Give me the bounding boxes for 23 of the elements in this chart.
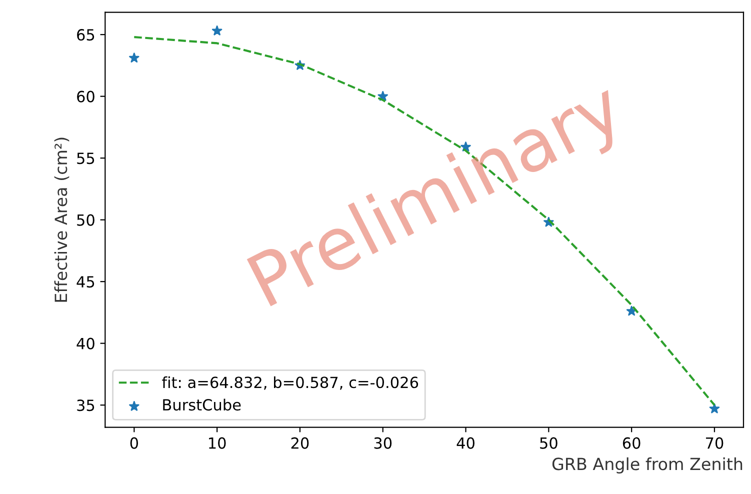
y-tick-label: 40 [76,338,94,350]
x-tick-label: 10 [209,437,226,449]
x-tick-label: 40 [456,437,474,449]
point [709,403,720,414]
x-tick-label: 70 [706,437,724,449]
x-tick-label: 20 [291,437,309,449]
point [212,26,222,36]
legend-label: fit: a=64.832, b=0.587, c=-0.026 [162,376,418,390]
x-axis-title: GRB Angle from Zenith [552,457,742,474]
y-tick-label: 65 [77,29,94,41]
y-tick-label: 60 [77,90,94,102]
x-tick-label: 30 [374,437,392,449]
point [626,306,637,316]
y-tick-label: 50 [77,214,94,226]
x-tick-label: 0 [130,437,138,449]
x-tick-label: 60 [622,437,640,449]
y-axis-title: Effective Area (cm²) [54,138,70,302]
y-tick-label: 55 [77,152,94,164]
y-tick-label: 35 [77,400,94,412]
point [129,52,140,63]
x-tick-label: 50 [540,437,558,449]
y-tick-label: 45 [76,276,94,288]
legend-label: BurstCube [163,398,241,411]
